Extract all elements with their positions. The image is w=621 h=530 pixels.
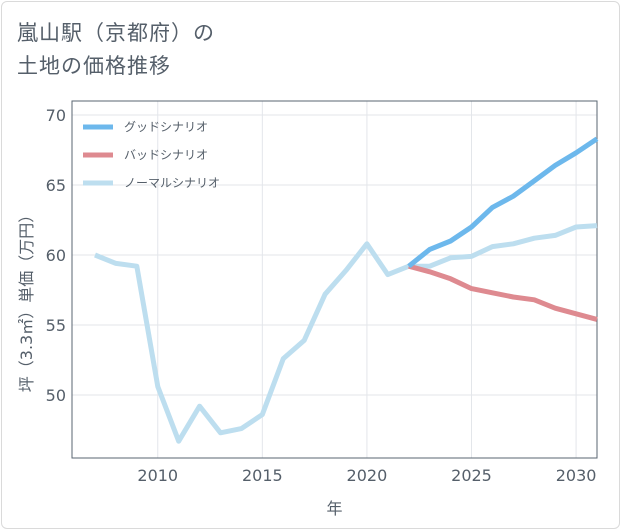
x-tick-labels: 2010 2015 2020 2025 2030 bbox=[137, 466, 596, 485]
series-line-0 bbox=[407, 136, 599, 269]
y-tick-label: 65 bbox=[46, 176, 66, 195]
x-tick-label: 2020 bbox=[347, 466, 388, 485]
chart-title-line1: 嵐山駅（京都府）の bbox=[17, 21, 215, 45]
chart-title-line2: 土地の価格推移 bbox=[17, 54, 171, 78]
y-axis-title: 坪（3.3㎡）単価（万円） bbox=[17, 207, 36, 392]
x-axis-title: 年 bbox=[326, 499, 342, 518]
series-line-2 bbox=[94, 223, 598, 444]
y-tick-label: 70 bbox=[46, 106, 66, 125]
series-lines bbox=[94, 136, 599, 444]
x-tick-label: 2015 bbox=[242, 466, 283, 485]
y-tick-labels: 50 55 60 65 70 bbox=[46, 106, 66, 405]
x-tick-label: 2025 bbox=[451, 466, 492, 485]
plot-area-border bbox=[71, 100, 598, 459]
legend-label-0: グッドシナリオ bbox=[124, 120, 208, 134]
x-tick-label: 2010 bbox=[137, 466, 178, 485]
y-tick-label: 60 bbox=[46, 246, 66, 265]
chart-title: 嵐山駅（京都府）の 土地の価格推移 bbox=[17, 17, 215, 83]
legend-label-2: ノーマルシナリオ bbox=[124, 176, 220, 190]
y-tick-label: 55 bbox=[46, 316, 66, 335]
x-tick-label: 2030 bbox=[556, 466, 597, 485]
grid-lines bbox=[72, 101, 597, 458]
legend-label-1: バッドシナリオ bbox=[124, 148, 208, 162]
y-tick-label: 50 bbox=[46, 386, 66, 405]
series-line-1 bbox=[408, 263, 598, 322]
